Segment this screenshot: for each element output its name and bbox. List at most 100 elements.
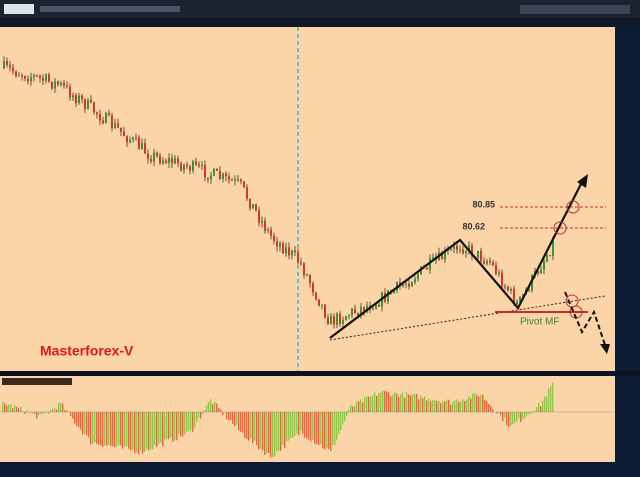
toolbar-buttons[interactable] bbox=[520, 5, 630, 14]
hist-bar bbox=[166, 412, 168, 440]
hist-bar bbox=[152, 412, 154, 450]
candle bbox=[408, 283, 410, 287]
hist-bar bbox=[484, 399, 486, 412]
candle bbox=[315, 292, 317, 300]
hist-bar bbox=[264, 412, 266, 455]
indicator-axis bbox=[615, 376, 640, 462]
hist-bar bbox=[524, 412, 526, 419]
candle bbox=[120, 127, 122, 132]
hist-bar bbox=[464, 400, 466, 412]
hist-bar bbox=[534, 410, 536, 412]
hist-bar bbox=[62, 403, 64, 412]
hist-bar bbox=[70, 412, 72, 417]
candle bbox=[321, 304, 323, 306]
candle bbox=[357, 312, 359, 316]
candle bbox=[300, 262, 302, 264]
hist-bar bbox=[342, 412, 344, 425]
hist-bar bbox=[208, 402, 210, 412]
hist-bar bbox=[238, 412, 240, 431]
symbol-box[interactable] bbox=[4, 4, 34, 14]
candle bbox=[204, 164, 206, 178]
candle bbox=[174, 158, 176, 164]
candle bbox=[348, 315, 350, 317]
hist-bar bbox=[24, 412, 26, 414]
hist-bar bbox=[242, 412, 244, 433]
hist-bar bbox=[428, 398, 430, 412]
candle bbox=[552, 240, 554, 256]
hist-bar bbox=[316, 412, 318, 445]
hist-bar bbox=[466, 399, 468, 412]
candle bbox=[405, 283, 407, 285]
hist-bar bbox=[58, 403, 60, 412]
hist-bar bbox=[370, 396, 372, 412]
candle bbox=[159, 155, 161, 164]
hist-bar bbox=[260, 412, 262, 449]
hist-bar bbox=[478, 396, 480, 412]
hist-bar bbox=[344, 412, 346, 422]
candle bbox=[504, 286, 506, 288]
circle bbox=[566, 200, 580, 214]
candle bbox=[192, 161, 194, 171]
hist-bar bbox=[126, 412, 128, 447]
hist-bar bbox=[268, 412, 270, 454]
hist-bar bbox=[452, 401, 454, 412]
hist-bar bbox=[444, 401, 446, 412]
hist-bar bbox=[294, 412, 296, 436]
candle bbox=[114, 123, 116, 128]
toolbar[interactable] bbox=[0, 0, 640, 18]
hist-bar bbox=[192, 412, 194, 432]
hist-bar bbox=[546, 396, 548, 412]
hist-bar bbox=[392, 394, 394, 412]
candle bbox=[411, 282, 413, 287]
candle bbox=[231, 179, 233, 181]
hist-bar bbox=[46, 412, 48, 413]
hist-bar bbox=[458, 402, 460, 412]
hist-bar bbox=[172, 412, 174, 442]
candle bbox=[327, 317, 329, 325]
candle bbox=[351, 308, 353, 316]
candle bbox=[219, 170, 221, 179]
candle bbox=[150, 158, 152, 162]
candle bbox=[99, 114, 101, 121]
hist-bar bbox=[532, 412, 534, 413]
candle bbox=[444, 250, 446, 260]
candle bbox=[345, 316, 347, 321]
hist-bar bbox=[214, 401, 216, 412]
hist-bar bbox=[542, 400, 544, 412]
candle bbox=[69, 86, 71, 98]
candle bbox=[507, 286, 509, 291]
candle bbox=[132, 137, 134, 140]
candle bbox=[81, 95, 83, 100]
pivot-label: Pivot MF bbox=[520, 317, 559, 328]
candle bbox=[513, 288, 515, 305]
hist-bar bbox=[526, 412, 528, 416]
hist-bar bbox=[210, 399, 212, 412]
candle bbox=[402, 284, 404, 286]
hist-bar bbox=[140, 412, 142, 450]
hist-bar bbox=[404, 397, 406, 412]
candle bbox=[498, 272, 500, 275]
candle bbox=[168, 158, 170, 163]
candle bbox=[102, 120, 104, 124]
hist-bar bbox=[90, 412, 92, 445]
hist-bar bbox=[132, 412, 134, 450]
hist-bar bbox=[372, 395, 374, 412]
candle bbox=[72, 94, 74, 98]
info-bar bbox=[0, 18, 640, 27]
candle bbox=[225, 173, 227, 177]
hist-bar bbox=[228, 412, 230, 421]
candle bbox=[48, 74, 50, 82]
hist-bar bbox=[250, 412, 252, 439]
hist-bar bbox=[312, 412, 314, 440]
circle bbox=[553, 221, 567, 235]
hist-bar bbox=[160, 412, 162, 443]
hist-bar bbox=[198, 412, 200, 418]
candle bbox=[387, 290, 389, 302]
hist-bar bbox=[454, 400, 456, 412]
candle bbox=[426, 267, 428, 270]
hist-bar bbox=[114, 412, 116, 448]
candle bbox=[18, 75, 20, 77]
candle bbox=[165, 160, 167, 163]
hist-bar bbox=[66, 410, 68, 412]
